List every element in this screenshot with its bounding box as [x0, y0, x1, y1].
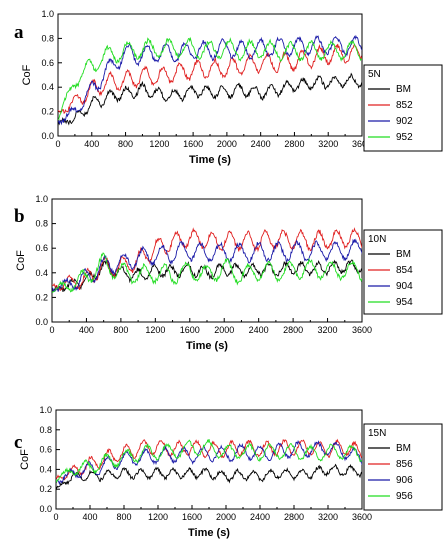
legend-entry-952: 952 — [396, 132, 413, 143]
y-tick-label: 1.0 — [35, 194, 48, 204]
series-line-952 — [58, 36, 362, 121]
x-axis-label: Time (s) — [188, 527, 230, 539]
x-tick-label: 3200 — [318, 139, 338, 149]
y-tick-label: 0.6 — [35, 243, 48, 253]
x-tick-label: 3600 — [352, 139, 372, 149]
y-tick-label: 0.4 — [41, 82, 54, 92]
plot-frame — [51, 198, 363, 323]
plot-frame — [57, 13, 363, 137]
y-tick-label: 0.2 — [39, 484, 52, 494]
legend-entry-902: 902 — [396, 116, 413, 127]
x-tick-label: 400 — [82, 512, 97, 522]
x-tick-label: 2400 — [251, 139, 271, 149]
x-axis-label: Time (s) — [189, 154, 231, 166]
panel-label: c — [14, 432, 22, 453]
x-tick-label: 800 — [113, 325, 128, 335]
x-tick-label: 400 — [79, 325, 94, 335]
y-tick-label: 1.0 — [39, 405, 52, 415]
legend-entry-BM: BM — [396, 84, 411, 95]
x-tick-label: 2800 — [284, 512, 304, 522]
x-tick-label: 1200 — [148, 512, 168, 522]
x-tick-label: 2400 — [250, 512, 270, 522]
legend-entry-906: 906 — [396, 475, 413, 486]
legend-title: 5N — [368, 69, 381, 80]
legend-entry-BM: BM — [396, 249, 411, 260]
x-tick-label: 1600 — [183, 139, 203, 149]
legend: 15N BM 856 906 956 — [363, 423, 443, 511]
legend-entry-956: 956 — [396, 491, 413, 502]
x-tick-label: 0 — [55, 139, 60, 149]
chart-panel-a: a 0 400 800 1200 1600 2000 2400 2800 3200 3600 0.0 0… — [14, 9, 443, 166]
legend-entry-904: 904 — [396, 281, 413, 292]
x-tick-label: 0 — [49, 325, 54, 335]
x-tick-label: 1600 — [180, 325, 200, 335]
y-tick-label: 0.6 — [41, 58, 54, 68]
series-line-904 — [52, 238, 362, 293]
legend-entry-856: 856 — [396, 459, 413, 470]
x-tick-label: 0 — [53, 512, 58, 522]
x-tick-label: 2000 — [217, 139, 237, 149]
series-line-BM — [52, 259, 362, 292]
legend-entry-BM: BM — [396, 443, 411, 454]
legend-entry-852: 852 — [396, 100, 413, 111]
y-tick-label: 0.0 — [39, 504, 52, 514]
x-tick-label: 1600 — [182, 512, 202, 522]
y-axis-label: CoF — [19, 449, 31, 470]
series-line-956 — [56, 438, 362, 484]
legend: 10N BM 854 904 954 — [363, 229, 443, 315]
x-tick-label: 2000 — [216, 512, 236, 522]
y-tick-label: 0.8 — [39, 425, 52, 435]
series-line-954 — [52, 252, 362, 293]
y-tick-label: 0.0 — [41, 131, 54, 141]
legend: 5N BM 852 902 952 — [363, 64, 443, 152]
legend-entry-854: 854 — [396, 265, 413, 276]
y-tick-label: 0.4 — [35, 268, 48, 278]
x-tick-label: 800 — [118, 139, 133, 149]
legend-box — [363, 229, 443, 315]
x-tick-label: 3200 — [318, 512, 338, 522]
x-tick-label: 1200 — [145, 325, 165, 335]
x-tick-label: 2800 — [284, 139, 304, 149]
x-tick-label: 1200 — [149, 139, 169, 149]
y-tick-label: 0.2 — [35, 292, 48, 302]
chart-panel-c: c 0 400 800 1200 1600 2000 2400 2800 3200 3600 0.0 0… — [14, 405, 443, 539]
series-line-906 — [56, 439, 362, 486]
series-line-BM — [58, 72, 362, 126]
y-tick-label: 0.6 — [39, 445, 52, 455]
x-tick-label: 2400 — [249, 325, 269, 335]
x-tick-label: 3200 — [318, 325, 338, 335]
y-tick-label: 0.8 — [35, 219, 48, 229]
panel-label: a — [14, 22, 24, 43]
series-line-902 — [58, 34, 362, 126]
legend-title: 15N — [368, 428, 386, 439]
y-tick-label: 0.2 — [41, 107, 54, 117]
x-tick-label: 3600 — [352, 512, 372, 522]
y-tick-label: 0.4 — [39, 464, 52, 474]
y-tick-label: 0.8 — [41, 33, 54, 43]
x-tick-label: 800 — [116, 512, 131, 522]
x-tick-label: 2000 — [214, 325, 234, 335]
panel-label: b — [14, 206, 25, 227]
legend-title: 10N — [368, 234, 386, 245]
x-tick-label: 400 — [84, 139, 99, 149]
y-tick-label: 0.0 — [35, 317, 48, 327]
series-line-852 — [58, 43, 362, 115]
series-line-BM — [56, 463, 362, 491]
chart-panel-b: b 0 400 800 1200 1600 2000 2400 2800 3200 3600 0.0 0… — [14, 194, 443, 352]
x-tick-label: 2800 — [283, 325, 303, 335]
x-tick-label: 3600 — [352, 325, 372, 335]
series-line-856 — [56, 438, 362, 481]
y-axis-label: CoF — [15, 250, 27, 271]
y-axis-label: CoF — [21, 64, 33, 85]
x-axis-label: Time (s) — [186, 340, 228, 352]
y-tick-label: 1.0 — [41, 9, 54, 19]
legend-entry-954: 954 — [396, 297, 413, 308]
